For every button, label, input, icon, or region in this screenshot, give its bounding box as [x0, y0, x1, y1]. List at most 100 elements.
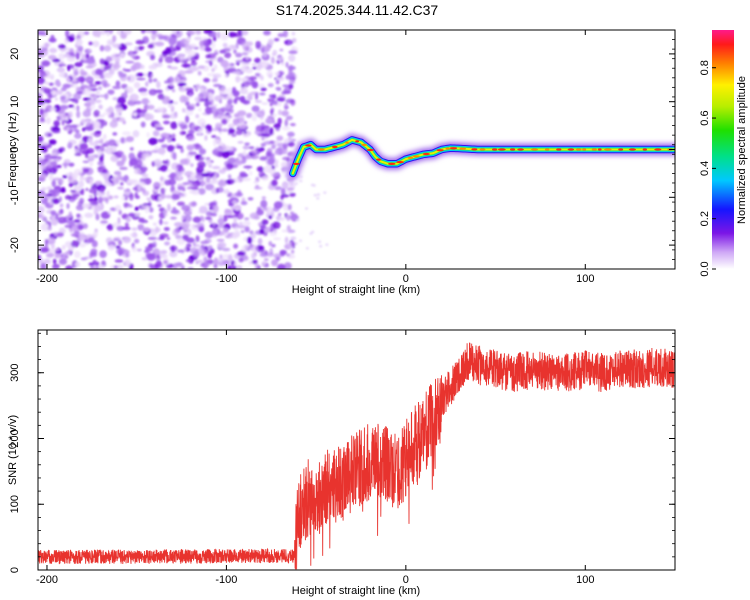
noise-speck [70, 196, 78, 200]
noise-speck [67, 64, 71, 72]
noise-speck [113, 64, 121, 68]
noise-speck [290, 236, 297, 241]
noise-speck [156, 254, 161, 259]
trace-hotspot [597, 148, 602, 151]
noise-speck [157, 138, 165, 143]
noise-speck [276, 135, 284, 141]
noise-speck [260, 75, 264, 81]
noise-speck [136, 108, 142, 113]
noise-speck [233, 113, 240, 118]
noise-speck [218, 214, 223, 219]
noise-speck [205, 183, 215, 191]
noise-speck [260, 199, 268, 208]
noise-speck [89, 84, 97, 88]
noise-speck [112, 35, 117, 43]
noise-speck [117, 239, 123, 246]
noise-speck [204, 47, 212, 52]
noise-speck [140, 121, 146, 128]
noise-speck [92, 40, 100, 48]
noise-speck [253, 180, 258, 184]
noise-speck [273, 123, 281, 129]
noise-speck [91, 265, 98, 269]
noise-speck [61, 119, 65, 126]
noise-speck [319, 245, 323, 248]
noise-speck [282, 156, 291, 161]
trace-hotspot [517, 148, 524, 151]
noise-speck [270, 210, 275, 217]
noise-speck [173, 76, 180, 83]
noise-speck [226, 92, 234, 97]
noise-speck [204, 238, 212, 244]
noise-speck [47, 54, 57, 60]
noise-speck [269, 102, 273, 107]
noise-speck [274, 149, 279, 155]
noise-speck [210, 230, 219, 238]
noise-speck [176, 201, 186, 207]
noise-speck [147, 236, 157, 241]
noise-speck [41, 187, 47, 192]
trace-hotspot [642, 148, 648, 151]
noise-speck [271, 259, 279, 267]
noise-speck [158, 195, 163, 203]
noise-speck [66, 202, 70, 210]
noise-speck [48, 173, 54, 181]
noise-speck [112, 43, 121, 48]
noise-speck [84, 102, 92, 107]
noise-speck [278, 109, 282, 116]
noise-speck [148, 137, 158, 146]
noise-speck [188, 103, 196, 107]
noise-speck [176, 223, 180, 229]
trace-hotspot [510, 148, 516, 151]
noise-speck [142, 203, 152, 206]
noise-speck [45, 155, 50, 160]
noise-speck [235, 130, 243, 136]
noise-speck [271, 243, 276, 248]
noise-speck [259, 252, 269, 257]
noise-speck [139, 109, 148, 114]
noise-speck [261, 196, 266, 200]
noise-speck [44, 238, 49, 246]
noise-speck [281, 181, 289, 189]
noise-speck [169, 66, 179, 70]
noise-speck [135, 195, 140, 199]
noise-speck [58, 258, 67, 265]
noise-speck [175, 234, 182, 240]
noise-speck [102, 169, 109, 174]
noise-speck [281, 229, 290, 233]
noise-speck [141, 188, 146, 194]
noise-speck [167, 76, 174, 84]
noise-speck [276, 97, 286, 102]
noise-speck [223, 64, 229, 71]
noise-speck [273, 201, 283, 209]
noise-speck [263, 226, 272, 233]
noise-speck [243, 165, 253, 169]
noise-speck [217, 217, 225, 225]
noise-speck [105, 198, 109, 204]
noise-speck [254, 262, 260, 269]
noise-speck [285, 189, 293, 194]
noise-speck [166, 236, 171, 241]
noise-speck [170, 138, 176, 142]
noise-speck [40, 247, 50, 253]
trace-hotspot [567, 148, 575, 151]
noise-speck [276, 263, 286, 269]
colorbar-tick-label: 0.0 [699, 261, 711, 276]
noise-speck [269, 247, 274, 256]
noise-speck [296, 218, 300, 222]
noise-speck [97, 86, 103, 91]
noise-speck [125, 216, 131, 223]
noise-speck [68, 182, 74, 188]
noise-speck [177, 82, 187, 87]
noise-speck [213, 179, 219, 182]
noise-speck [169, 113, 178, 119]
noise-speck [239, 221, 243, 226]
noise-speck [250, 232, 257, 239]
noise-speck [50, 90, 57, 96]
noise-speck [287, 131, 295, 137]
noise-speck [74, 153, 82, 156]
noise-speck [169, 36, 177, 42]
noise-speck [67, 142, 73, 149]
noise-speck [61, 244, 66, 250]
noise-speck [58, 196, 62, 202]
noise-speck [190, 60, 198, 67]
